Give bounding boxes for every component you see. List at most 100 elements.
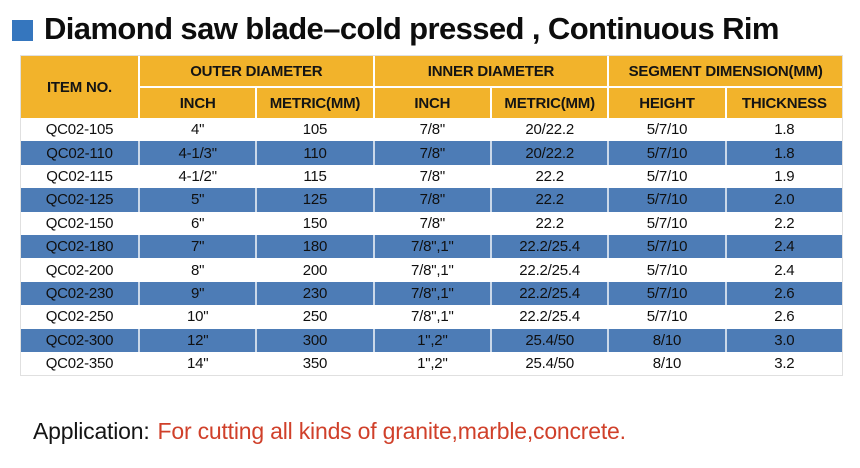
item-no-cell: QC02-230 (45, 284, 114, 302)
value-cell: 8" (138, 258, 255, 282)
item-no-cell: QC02-200 (45, 261, 114, 279)
col-header-thickness: THICKNESS (724, 86, 842, 118)
value-cell: 4-1/3" (138, 141, 255, 165)
application-label: Application: (33, 418, 150, 445)
table-row: QC02-110 4-1/3" 110 7/8" 20/22.2 5/7/10 1.8 (21, 141, 842, 165)
value-cell: 9" (138, 281, 255, 306)
value-cell: 6" (138, 211, 255, 235)
item-no-cell: QC02-150 (45, 214, 114, 232)
value-cell: 5" (138, 188, 255, 212)
value-cell: 2.4 (724, 234, 842, 259)
value-cell: 14" (138, 351, 255, 376)
value-cell: 4" (138, 118, 255, 142)
table-row: QC02-230 9" 230 7/8",1" 22.2/25.4 5/7/10 2.6 (21, 281, 842, 306)
value-cell: 2.6 (724, 281, 842, 306)
value-cell: 7/8" (372, 188, 490, 212)
item-no-cell: QC02-115 (46, 167, 113, 185)
value-cell: 7/8" (372, 118, 490, 142)
col-header-outer-inch: INCH (138, 86, 256, 118)
value-cell: 3.0 (724, 328, 842, 352)
value-cell: 22.2 (490, 188, 607, 212)
application-text: For cutting all kinds of granite,marble,… (157, 418, 627, 445)
value-cell: 7" (138, 234, 255, 259)
value-cell: 7/8" (372, 141, 490, 165)
value-cell: 7/8",1" (372, 305, 490, 329)
value-cell: 2.6 (724, 305, 842, 329)
value-cell: 5/7/10 (607, 281, 724, 306)
table-row: QC02-200 8" 200 7/8",1" 22.2/25.4 5/7/10 2.4 (21, 258, 842, 282)
table-row: QC02-105 4" 105 7/8" 20/22.2 5/7/10 1.8 (21, 118, 842, 142)
table-row: QC02-350 14" 350 1",2" 25.4/50 8/10 3.2 (21, 351, 842, 376)
col-group-outer-diameter: OUTER DIAMETER (138, 56, 373, 86)
value-cell: 7/8" (372, 164, 490, 189)
value-cell: 105 (255, 118, 372, 142)
table-row: QC02-125 5" 125 7/8" 22.2 5/7/10 2.0 (21, 188, 842, 212)
value-cell: 110 (255, 141, 372, 165)
value-cell: 2.2 (724, 211, 842, 235)
item-no-cell: QC02-110 (46, 144, 113, 162)
table-row: QC02-180 7" 180 7/8",1" 22.2/25.4 5/7/10 2.4 (21, 234, 842, 259)
col-group-segment-dimension: SEGMENT DIMENSION(MM) (607, 56, 842, 86)
value-cell: 3.2 (724, 351, 842, 376)
value-cell: 25.4/50 (490, 328, 607, 352)
table-row: QC02-300 12" 300 1",2" 25.4/50 8/10 3.0 (21, 328, 842, 352)
value-cell: 5/7/10 (607, 188, 724, 212)
value-cell: 8/10 (607, 351, 724, 376)
value-cell: 22.2 (490, 164, 607, 189)
col-header-inner-inch: INCH (372, 86, 490, 118)
value-cell: 7/8",1" (372, 258, 490, 282)
col-header-height: HEIGHT (607, 86, 725, 118)
item-no-cell: QC02-105 (45, 121, 114, 139)
value-cell: 4-1/2" (138, 164, 255, 189)
spec-sheet-page: Diamond saw blade–cold pressed , Continu… (0, 0, 860, 445)
page-title-text: Diamond saw blade–cold pressed , Continu… (44, 11, 779, 46)
value-cell: 20/22.2 (490, 118, 607, 142)
item-no-cell: QC02-125 (45, 191, 114, 209)
value-cell: 22.2/25.4 (490, 305, 607, 329)
item-no-cell: QC02-250 (45, 308, 114, 326)
value-cell: 150 (255, 211, 372, 235)
value-cell: 1.8 (724, 141, 842, 165)
page-title: Diamond saw blade–cold pressed , Continu… (0, 0, 860, 49)
value-cell: 5/7/10 (607, 258, 724, 282)
table-row: QC02-115 4-1/2" 115 7/8" 22.2 5/7/10 1.9 (21, 164, 842, 189)
col-header-inner-metric: METRIC(MM) (490, 86, 608, 118)
value-cell: 250 (255, 305, 372, 329)
col-group-inner-diameter: INNER DIAMETER (372, 56, 608, 86)
spec-table: ITEM NO. OUTER DIAMETER INNER DIAMETER S… (20, 55, 843, 377)
value-cell: 200 (255, 258, 372, 282)
value-cell: 7/8",1" (372, 281, 490, 306)
application-line: Application: For cutting all kinds of gra… (33, 418, 860, 445)
value-cell: 5/7/10 (607, 305, 724, 329)
value-cell: 22.2 (490, 211, 607, 235)
item-no-cell: QC02-180 (45, 238, 114, 256)
value-cell: 125 (255, 188, 372, 212)
value-cell: 5/7/10 (607, 141, 724, 165)
value-cell: 1.8 (724, 118, 842, 142)
table-header: ITEM NO. OUTER DIAMETER INNER DIAMETER S… (21, 56, 842, 118)
value-cell: 22.2/25.4 (490, 234, 607, 259)
item-no-cell: QC02-300 (45, 331, 114, 349)
value-cell: 300 (255, 328, 372, 352)
value-cell: 20/22.2 (490, 141, 607, 165)
value-cell: 10" (138, 305, 255, 329)
value-cell: 7/8" (372, 211, 490, 235)
value-cell: 7/8",1" (372, 234, 490, 259)
value-cell: 230 (255, 281, 372, 306)
value-cell: 180 (255, 234, 372, 259)
value-cell: 2.4 (724, 258, 842, 282)
table-row: QC02-150 6" 150 7/8" 22.2 5/7/10 2.2 (21, 211, 842, 235)
value-cell: 2.0 (724, 188, 842, 212)
value-cell: 1",2" (372, 351, 490, 376)
table-row: QC02-250 10" 250 7/8",1" 22.2/25.4 5/7/10 2.6 (21, 305, 842, 329)
item-no-cell: QC02-350 (45, 355, 114, 373)
value-cell: 5/7/10 (607, 234, 724, 259)
table-body: QC02-105 4" 105 7/8" 20/22.2 5/7/10 1.8 QC02-11… (21, 118, 842, 376)
value-cell: 115 (255, 164, 372, 189)
value-cell: 350 (255, 351, 372, 376)
value-cell: 8/10 (607, 328, 724, 352)
col-header-outer-metric: METRIC(MM) (255, 86, 373, 118)
blue-square-bullet-icon (12, 19, 33, 41)
value-cell: 5/7/10 (607, 118, 724, 142)
value-cell: 25.4/50 (490, 351, 607, 376)
